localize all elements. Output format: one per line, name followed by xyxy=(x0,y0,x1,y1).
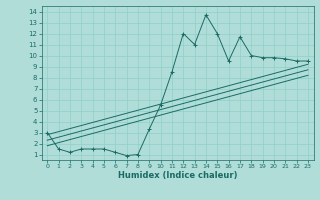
X-axis label: Humidex (Indice chaleur): Humidex (Indice chaleur) xyxy=(118,171,237,180)
